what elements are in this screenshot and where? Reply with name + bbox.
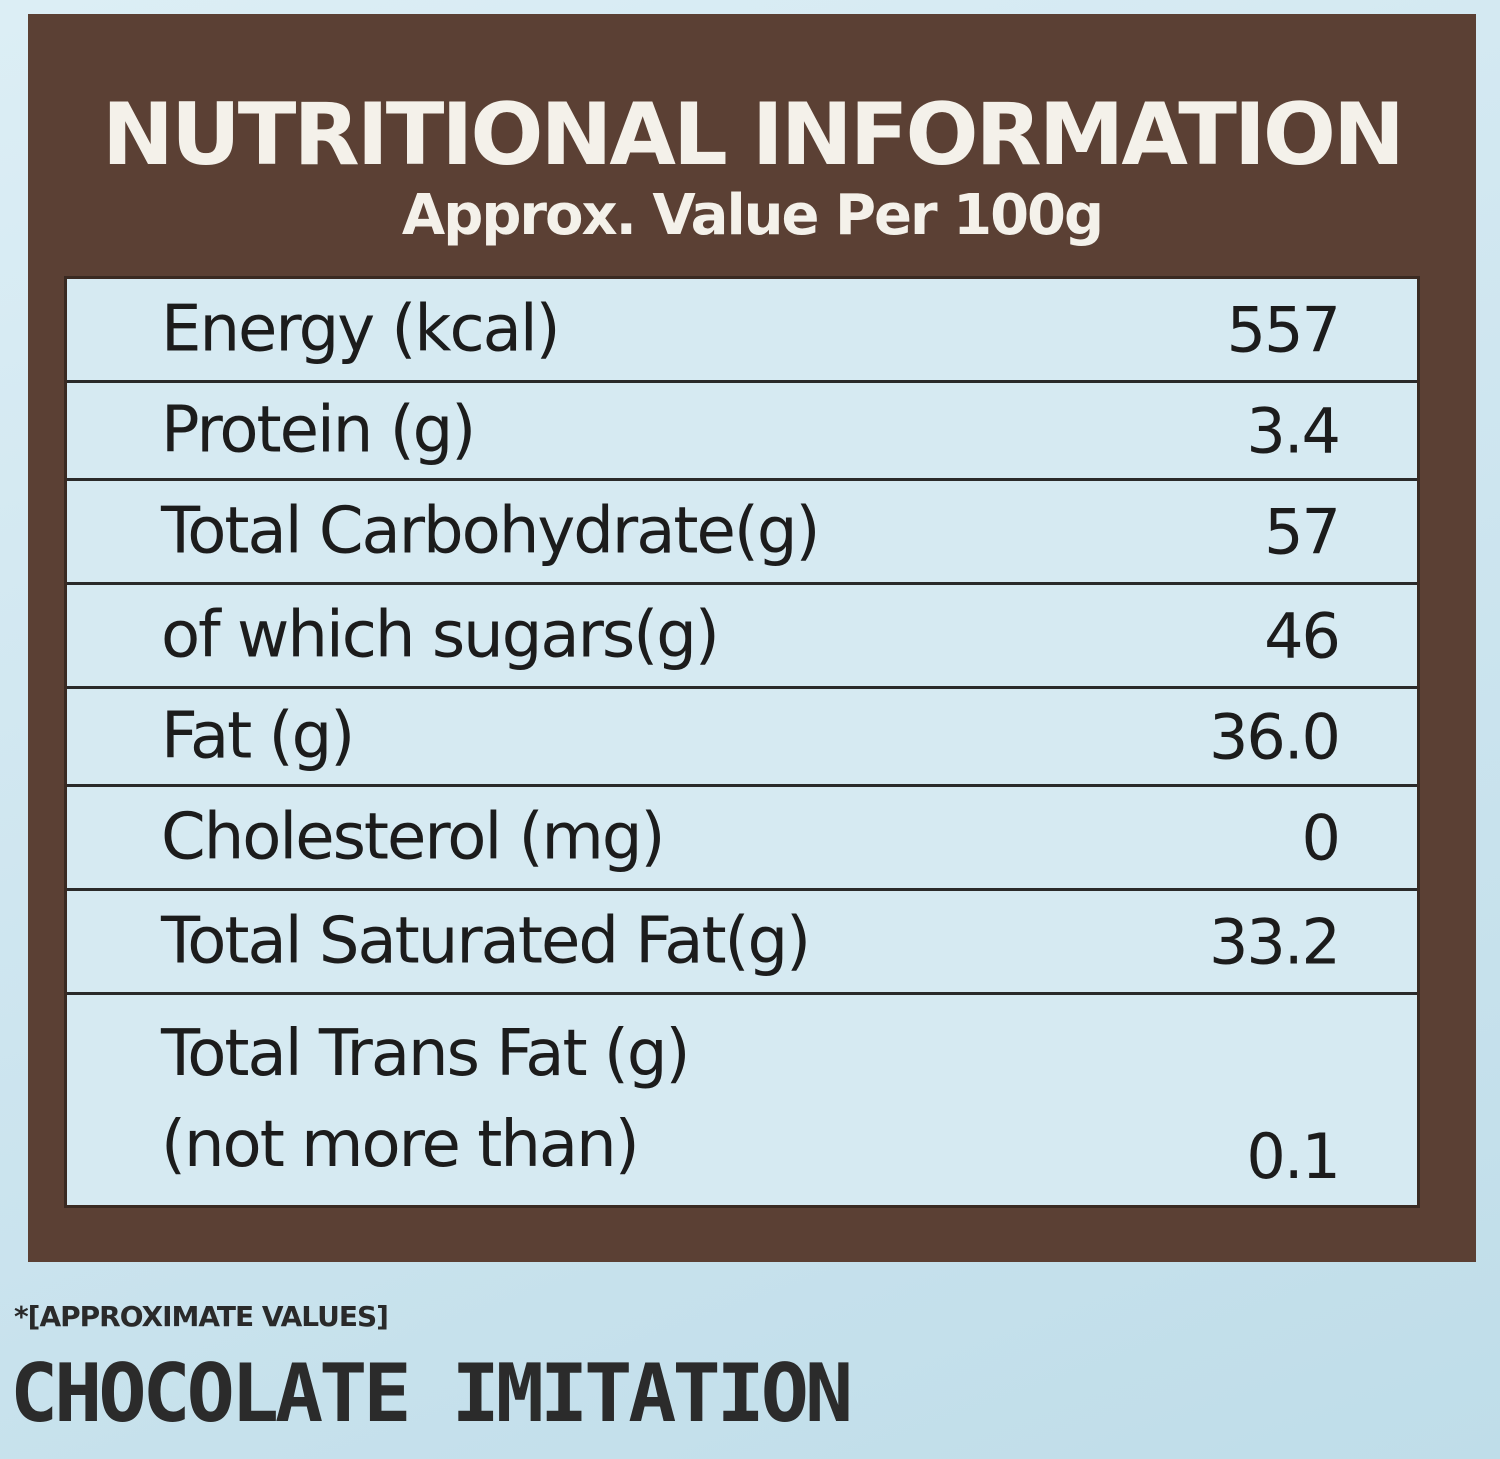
nutrition-row-sugars: of which sugars(g) 46: [67, 585, 1417, 689]
nutrient-value: 557: [1226, 293, 1341, 366]
nutrition-row-energy: Energy (kcal) 557: [67, 279, 1417, 383]
nutrient-value: 33.2: [1208, 905, 1341, 978]
nutrition-row-fat: Fat (g) 36.0: [67, 689, 1417, 787]
nutrient-name: Energy (kcal): [161, 291, 561, 366]
nutrition-row-protein: Protein (g) 3.4: [67, 383, 1417, 481]
nutrition-row-trans-fat: Total Trans Fat (g) (not more than) 0.1: [67, 995, 1417, 1205]
label-subtitle: Approx. Value Per 100g: [401, 183, 1104, 248]
nutrition-row-cholesterol: Cholesterol (mg) 0: [67, 787, 1417, 891]
product-name: CHOCOLATE IMITATION: [10, 1347, 853, 1440]
nutrient-value: 46: [1264, 599, 1341, 672]
nutrient-name: Protein (g): [161, 392, 476, 467]
nutrient-value: 36.0: [1208, 700, 1341, 773]
label-header: NUTRITIONAL INFORMATION Approx. Value Pe…: [28, 14, 1476, 276]
nutrient-name-line-1: Total Trans Fat (g): [161, 1017, 690, 1092]
nutrition-table: Energy (kcal) 557 Protein (g) 3.4 Total …: [64, 276, 1420, 1208]
nutrient-name: Total Saturated Fat(g): [161, 903, 811, 978]
nutrient-name: Total Trans Fat (g) (not more than): [161, 1009, 690, 1191]
approximate-values-note: *[APPROXIMATE VALUES]: [14, 1300, 389, 1333]
nutrient-name: Total Carbohydrate(g): [161, 493, 820, 568]
nutrition-label-panel: NUTRITIONAL INFORMATION Approx. Value Pe…: [28, 14, 1476, 1262]
nutrient-name-line-2: (not more than): [161, 1108, 640, 1182]
nutrient-name: Cholesterol (mg): [161, 799, 665, 874]
nutrient-value: 0: [1301, 801, 1341, 874]
nutrient-value: 0.1: [1246, 1120, 1341, 1193]
nutrient-value: 3.4: [1246, 394, 1341, 467]
nutrition-row-saturated-fat: Total Saturated Fat(g) 33.2: [67, 891, 1417, 995]
nutrient-value: 57: [1264, 495, 1341, 568]
nutrition-row-total-carbohydrate: Total Carbohydrate(g) 57: [67, 481, 1417, 585]
nutrient-name: of which sugars(g): [161, 597, 720, 672]
nutrient-name: Fat (g): [161, 698, 355, 773]
label-title: NUTRITIONAL INFORMATION: [102, 85, 1405, 185]
